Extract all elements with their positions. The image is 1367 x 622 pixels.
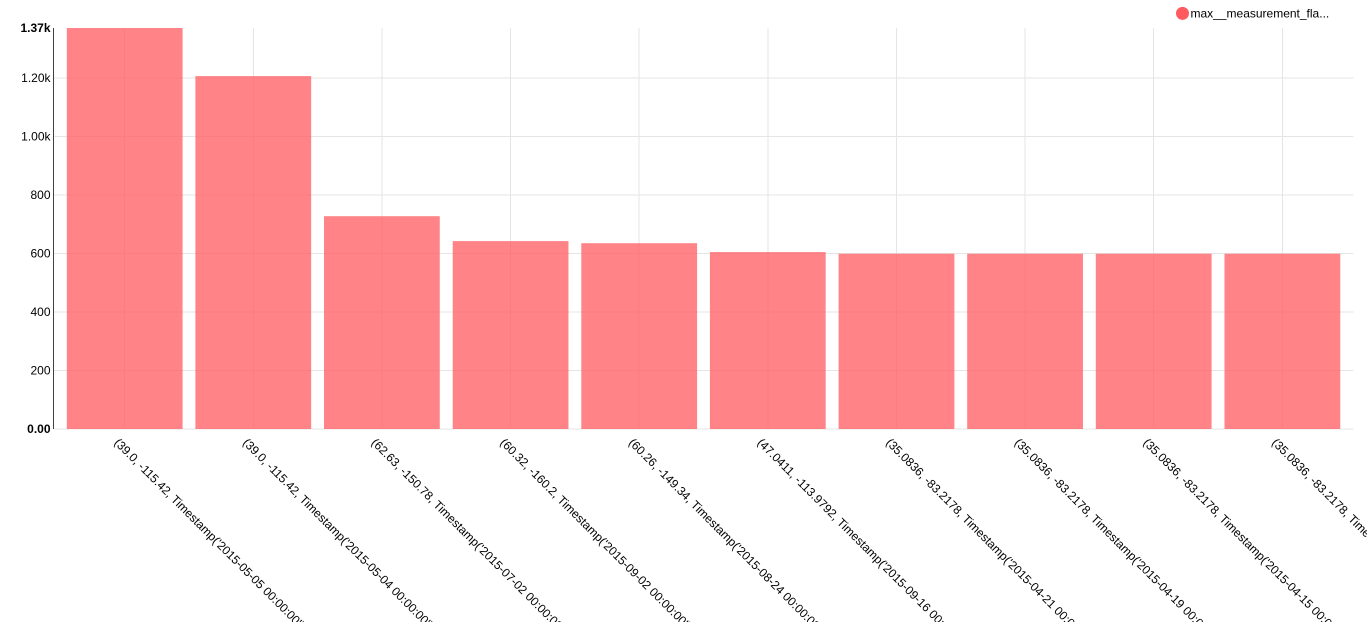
svg-text:1.37k: 1.37k [20, 21, 50, 35]
svg-text:200: 200 [30, 363, 50, 377]
svg-text:max__measurement_fla...: max__measurement_fla... [1191, 6, 1330, 20]
svg-text:(39.0, -115.42, Timestamp('201: (39.0, -115.42, Timestamp('2015-05-05 00… [111, 436, 310, 622]
svg-text:600: 600 [30, 246, 50, 260]
svg-text:0.00: 0.00 [27, 422, 51, 436]
svg-text:400: 400 [30, 305, 50, 319]
svg-text:1.20k: 1.20k [21, 71, 51, 85]
svg-text:800: 800 [30, 188, 50, 202]
svg-text:1.00k: 1.00k [21, 130, 51, 144]
svg-text:(35.0836, -83.2178, Timestamp(: (35.0836, -83.2178, Timestamp('2015-04-1… [1269, 436, 1367, 622]
